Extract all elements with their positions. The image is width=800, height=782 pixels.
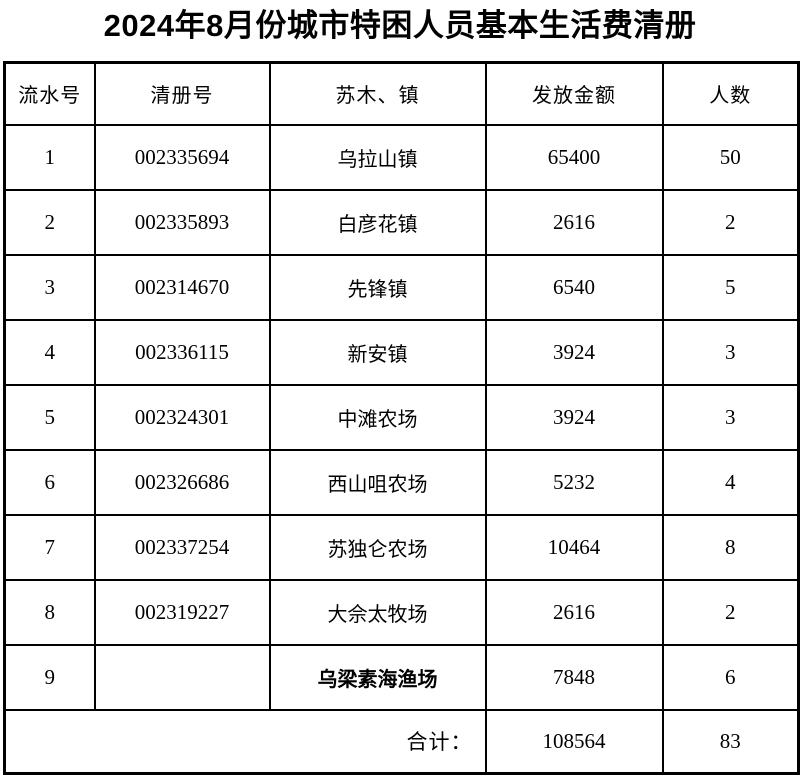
- total-label: 合计：: [3, 708, 487, 775]
- amount-cell: 6540: [484, 253, 664, 321]
- amount-cell: 5232: [484, 448, 664, 516]
- table-row: 9 乌梁素海渔场 7848 6: [3, 643, 800, 711]
- serial-number-cell: 9: [3, 643, 96, 711]
- people-count-cell: 2: [661, 578, 800, 646]
- table-header: 流水号 清册号 苏木、镇 发放金额 人数: [3, 61, 800, 126]
- column-header-people: 人数: [661, 61, 800, 126]
- table-row: 1 002335694 乌拉山镇 65400 50: [3, 123, 800, 191]
- amount-cell: 2616: [484, 188, 664, 256]
- page-title: 2024年8月份城市特困人员基本生活费清册: [103, 8, 697, 43]
- people-count-cell: 2: [661, 188, 800, 256]
- table-body: 1 002335694 乌拉山镇 65400 50 2 002335893 白彦…: [3, 123, 800, 711]
- people-count-cell: 50: [661, 123, 800, 191]
- register-number-cell: 002326686: [93, 448, 271, 516]
- register-number-cell: 002335893: [93, 188, 271, 256]
- amount-cell: 7848: [484, 643, 664, 711]
- town-name-cell: 中滩农场: [268, 383, 487, 451]
- amount-cell: 10464: [484, 513, 664, 581]
- serial-number-cell: 8: [3, 578, 96, 646]
- people-count-cell: 3: [661, 383, 800, 451]
- town-name-cell: 乌梁素海渔场: [268, 643, 487, 711]
- serial-number-cell: 6: [3, 448, 96, 516]
- table-row: 3 002314670 先锋镇 6540 5: [3, 253, 800, 321]
- column-header-register: 清册号: [93, 61, 271, 126]
- total-people: 83: [661, 708, 800, 775]
- town-name-cell: 大佘太牧场: [268, 578, 487, 646]
- serial-number-cell: 4: [3, 318, 96, 386]
- people-count-cell: 3: [661, 318, 800, 386]
- column-header-amount: 发放金额: [484, 61, 664, 126]
- register-number-cell: 002336115: [93, 318, 271, 386]
- allowance-register-table: 流水号 清册号 苏木、镇 发放金额 人数 1 002335694 乌拉山镇 65…: [3, 61, 800, 775]
- serial-number-cell: 1: [3, 123, 96, 191]
- register-number-cell: 002314670: [93, 253, 271, 321]
- town-name-cell: 新安镇: [268, 318, 487, 386]
- serial-number-cell: 3: [3, 253, 96, 321]
- table-footer: 合计： 108564 83: [3, 708, 800, 775]
- table-row: 4 002336115 新安镇 3924 3: [3, 318, 800, 386]
- register-number-cell: 002324301: [93, 383, 271, 451]
- amount-cell: 3924: [484, 383, 664, 451]
- table-row: 6 002326686 西山咀农场 5232 4: [3, 448, 800, 516]
- total-row: 合计： 108564 83: [3, 708, 800, 775]
- table-row: 5 002324301 中滩农场 3924 3: [3, 383, 800, 451]
- column-header-town: 苏木、镇: [268, 61, 487, 126]
- amount-cell: 65400: [484, 123, 664, 191]
- amount-cell: 3924: [484, 318, 664, 386]
- serial-number-cell: 7: [3, 513, 96, 581]
- table-row: 8 002319227 大佘太牧场 2616 2: [3, 578, 800, 646]
- town-name-cell: 西山咀农场: [268, 448, 487, 516]
- serial-number-cell: 5: [3, 383, 96, 451]
- town-name-cell: 白彦花镇: [268, 188, 487, 256]
- people-count-cell: 6: [661, 643, 800, 711]
- town-name-cell: 乌拉山镇: [268, 123, 487, 191]
- serial-number-cell: 2: [3, 188, 96, 256]
- table-row: 7 002337254 苏独仑农场 10464 8: [3, 513, 800, 581]
- town-name-cell: 苏独仑农场: [268, 513, 487, 581]
- town-name-cell: 先锋镇: [268, 253, 487, 321]
- total-amount: 108564: [484, 708, 664, 775]
- register-number-cell: 002337254: [93, 513, 271, 581]
- amount-cell: 2616: [484, 578, 664, 646]
- people-count-cell: 8: [661, 513, 800, 581]
- register-number-cell: [93, 643, 271, 711]
- people-count-cell: 4: [661, 448, 800, 516]
- column-header-serial: 流水号: [3, 61, 96, 126]
- people-count-cell: 5: [661, 253, 800, 321]
- register-number-cell: 002335694: [93, 123, 271, 191]
- table-row: 2 002335893 白彦花镇 2616 2: [3, 188, 800, 256]
- header-row: 流水号 清册号 苏木、镇 发放金额 人数: [3, 61, 800, 126]
- register-number-cell: 002319227: [93, 578, 271, 646]
